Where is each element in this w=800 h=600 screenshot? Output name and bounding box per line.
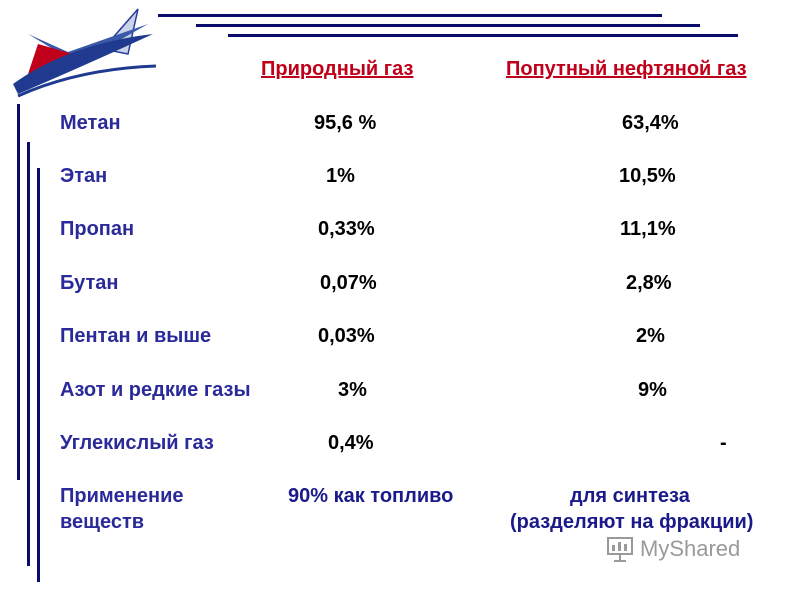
presentation-board-icon	[607, 537, 633, 562]
row-label-ethane: Этан	[60, 165, 108, 187]
watermark: MyShared	[606, 535, 740, 563]
row-natural-butane: 0,07%	[320, 272, 377, 294]
header-associated-gas: Попутный нефтяной газ	[506, 58, 747, 80]
row-natural-methane: 95,6 %	[314, 112, 377, 134]
row-associated-pentane: 2%	[636, 325, 665, 347]
left-decor-line-1	[17, 104, 20, 480]
row-natural-propane: 0,33%	[318, 218, 375, 240]
row-natural-pentane: 0,03%	[318, 325, 375, 347]
airplane-logo-icon	[13, 8, 157, 98]
row-natural-co2: 0,4%	[328, 432, 374, 454]
application-associated-line1: для синтеза	[570, 485, 690, 507]
row-associated-ethane: 10,5%	[619, 165, 676, 187]
row-label-butane: Бутан	[60, 272, 119, 294]
top-decor-line-2	[196, 24, 700, 27]
row-associated-nitrogen: 9%	[638, 379, 667, 401]
application-associated-line2: (разделяют на фракции)	[510, 511, 754, 533]
row-associated-butane: 2,8%	[626, 272, 672, 294]
left-decor-line-2	[27, 142, 30, 566]
row-label-pentane: Пентан и выше	[60, 325, 212, 347]
row-associated-co2: -	[720, 432, 727, 454]
top-decor-line-1	[158, 14, 662, 17]
header-natural-gas: Природный газ	[261, 58, 414, 80]
top-decor-line-3	[228, 34, 738, 37]
row-label-co2: Углекислый газ	[60, 432, 214, 454]
row-associated-methane: 63,4%	[622, 112, 679, 134]
application-natural: 90% как топливо	[288, 485, 454, 507]
row-label-propane: Пропан	[60, 218, 135, 240]
row-label-methane: Метан	[60, 112, 121, 134]
row-label-nitrogen: Азот и редкие газы	[60, 379, 251, 401]
left-decor-line-3	[37, 168, 40, 582]
row-natural-nitrogen: 3%	[338, 379, 367, 401]
application-label-line2: веществ	[60, 511, 145, 533]
watermark-text: MyShared	[640, 536, 741, 561]
application-label-line1: Применение	[60, 485, 184, 507]
row-associated-propane: 11,1%	[620, 218, 676, 240]
row-natural-ethane: 1%	[326, 165, 355, 187]
